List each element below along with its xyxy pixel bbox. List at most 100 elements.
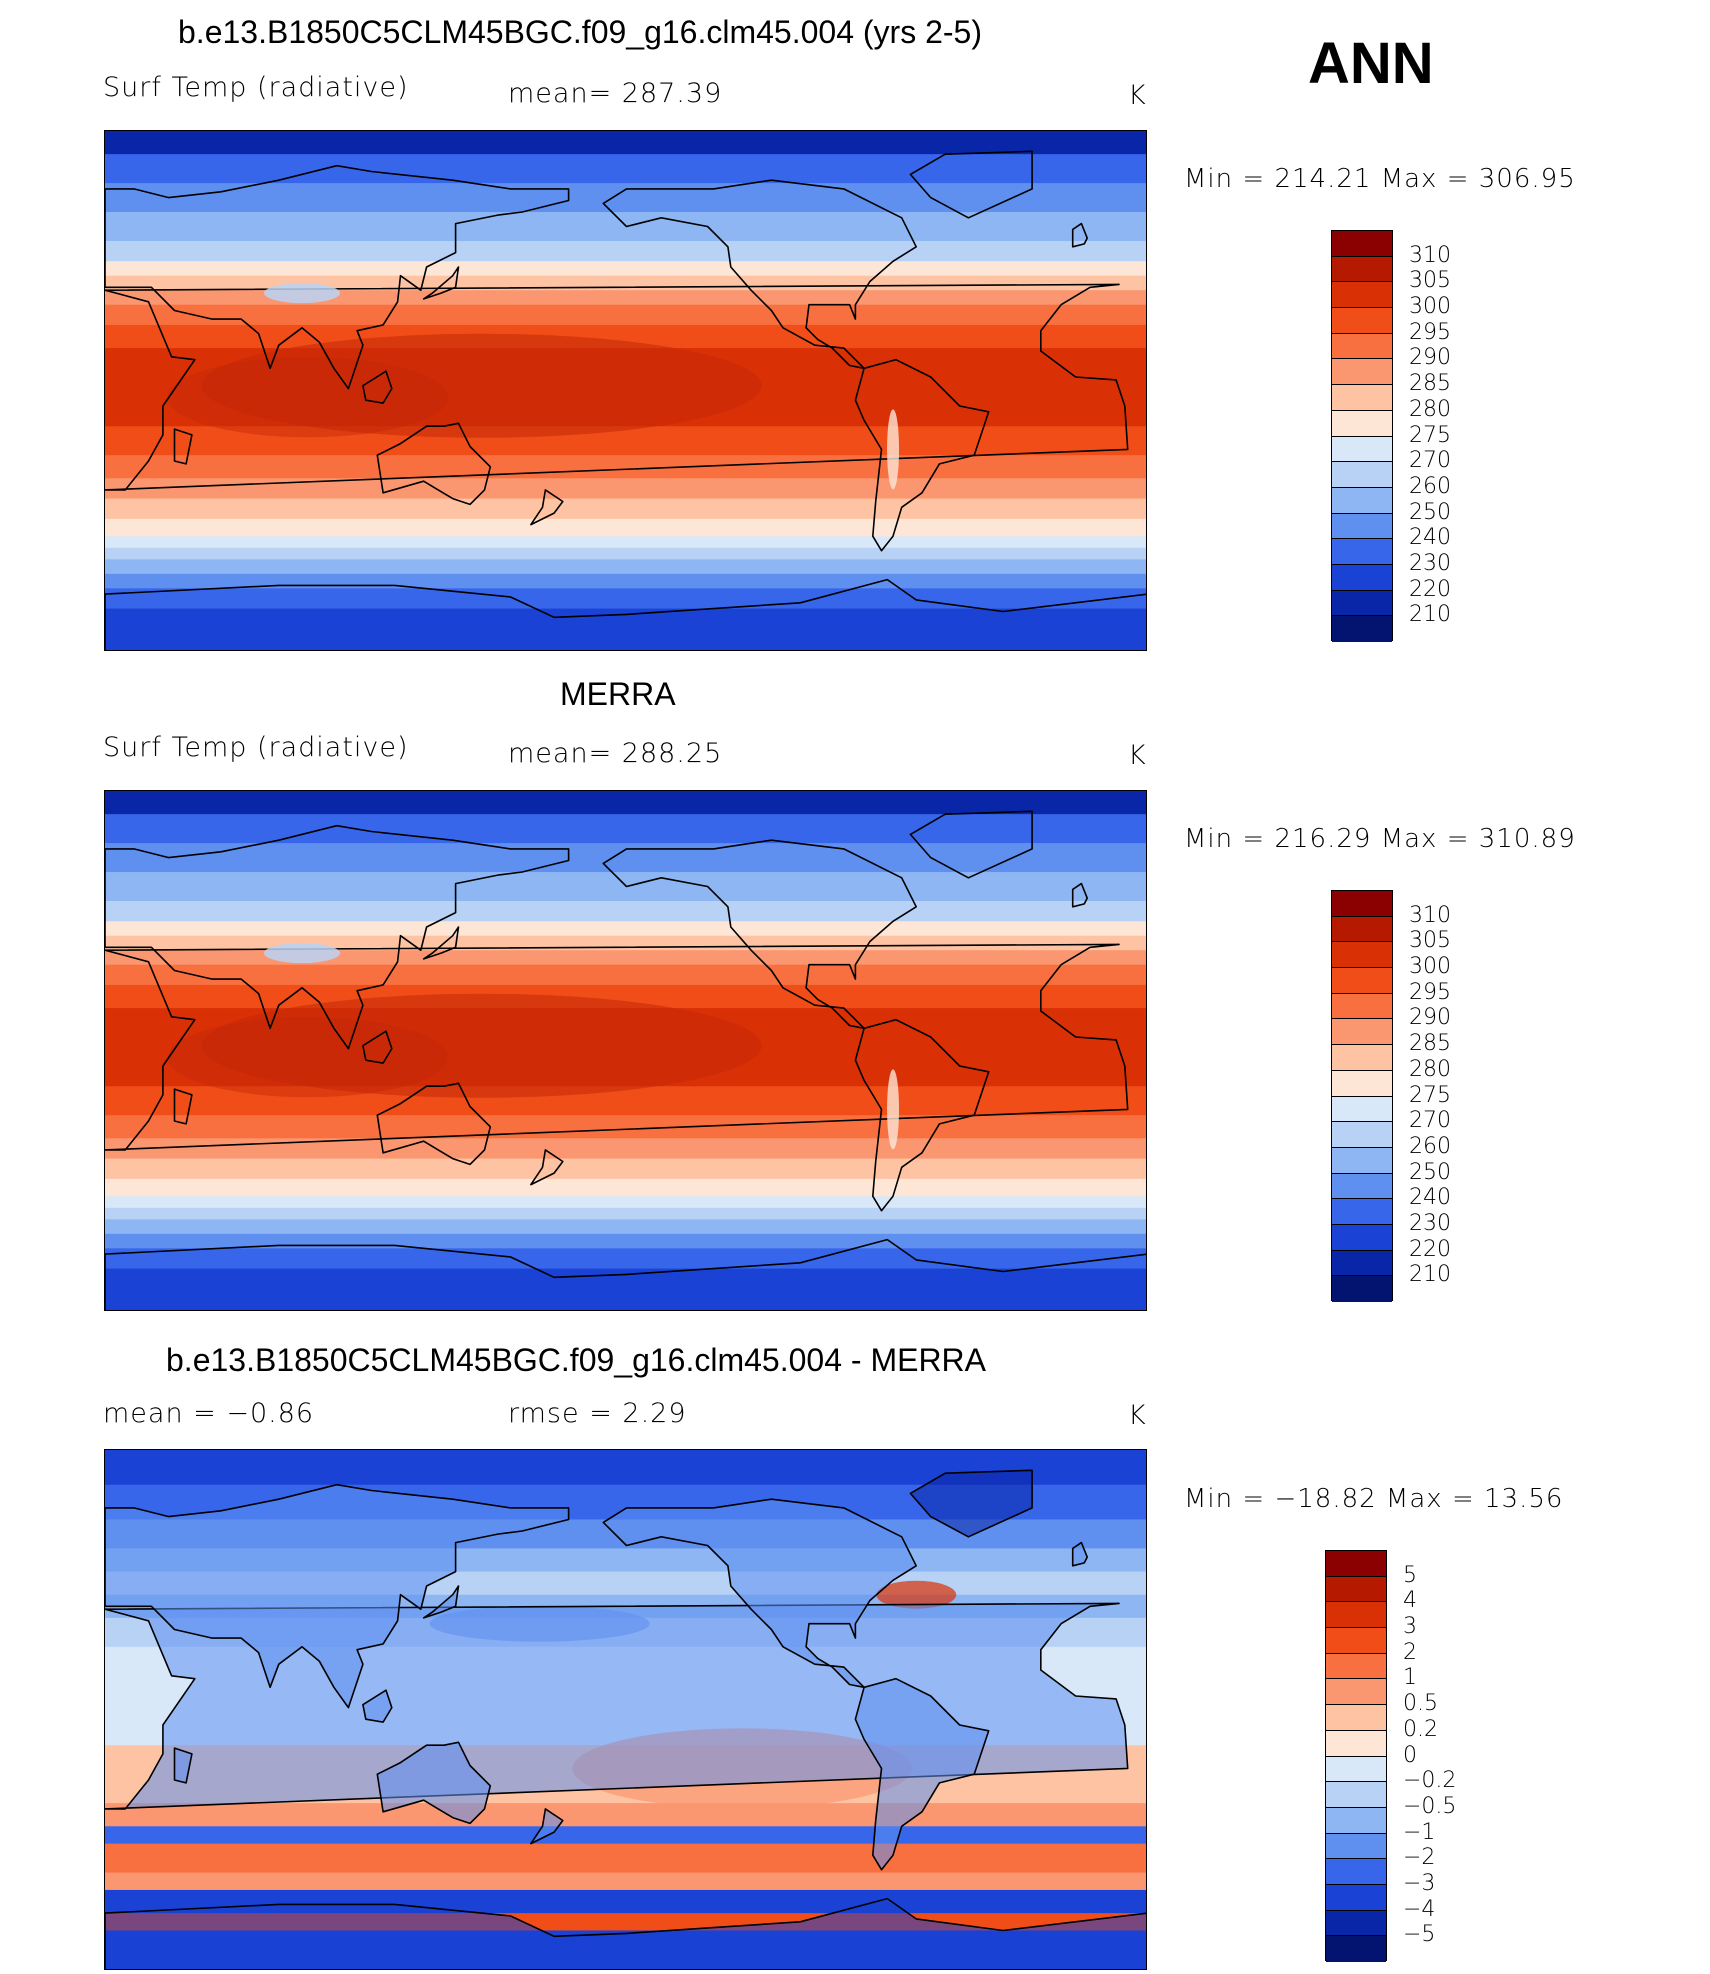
colorbar-swatch xyxy=(1326,1936,1386,1962)
colorbar-swatch xyxy=(1332,564,1392,591)
panel-2-title: MERRA xyxy=(560,676,676,712)
colorbar-swatch xyxy=(1326,1551,1386,1577)
colorbar-tick-label: 230 xyxy=(1409,550,1451,576)
coastline-samerica xyxy=(854,358,990,552)
colorbar-tick-label: 4 xyxy=(1403,1588,1417,1614)
map-contour-band xyxy=(105,872,1146,902)
coastline-antarctica xyxy=(105,578,1146,650)
colorbar-swatch xyxy=(1332,1122,1392,1148)
map-contour-band xyxy=(105,814,1146,844)
colorbar-tick-label: 310 xyxy=(1409,902,1451,928)
map-contour-band xyxy=(105,1207,1146,1220)
colorbar-swatch xyxy=(1332,1096,1392,1123)
map-contour-band xyxy=(105,921,1146,937)
coastline-madagascar xyxy=(173,428,193,465)
map-contour-band xyxy=(105,588,1146,610)
coastline-greenland xyxy=(909,150,1033,219)
panel-3-units: K xyxy=(1128,1400,1147,1431)
colorbar-swatch xyxy=(1326,1628,1386,1654)
colorbar-tick-label: 3 xyxy=(1403,1614,1417,1640)
colorbar-swatch xyxy=(1326,1679,1386,1706)
colorbar-swatch xyxy=(1326,1705,1386,1731)
map-contour-band xyxy=(105,478,1146,500)
coastline-uk xyxy=(1071,222,1089,248)
map-contour-band xyxy=(105,1086,1146,1116)
colorbar-tick-label: 0.5 xyxy=(1403,1691,1438,1717)
colorbar-swatch xyxy=(1326,1602,1386,1629)
colorbar-swatch xyxy=(1332,993,1392,1020)
colorbar-swatch xyxy=(1332,282,1392,309)
coastline-japan xyxy=(422,1585,460,1619)
panel-1-variable-label: Surf Temp (radiative) xyxy=(103,72,409,103)
panel-3-mean-label: mean = −0.86 xyxy=(103,1398,315,1429)
map-contour-band xyxy=(105,1178,1146,1197)
colorbar-swatch xyxy=(1332,462,1392,488)
coastline-antarctica xyxy=(105,1238,1146,1310)
colorbar-tick-label: 220 xyxy=(1409,576,1451,602)
panel-1-mean-label: mean= 287.39 xyxy=(508,78,723,109)
colorbar-tick-label: −2 xyxy=(1403,1845,1436,1871)
panel-1-colorbar xyxy=(1331,230,1393,642)
colorbar-swatch xyxy=(1332,513,1392,540)
panel-1-map xyxy=(104,130,1147,651)
colorbar-tick-label: 310 xyxy=(1409,242,1451,268)
map-contour-band xyxy=(105,900,1146,922)
panel-2-map xyxy=(104,790,1147,1311)
tibet-plateau xyxy=(264,283,341,304)
map-contour-band xyxy=(105,547,1146,560)
map-contour-band xyxy=(105,1248,1146,1270)
season-label: ANN xyxy=(1308,31,1434,96)
colorbar-swatch xyxy=(1332,1147,1392,1174)
colorbar-swatch xyxy=(1332,1250,1392,1277)
map-contour-band xyxy=(105,1872,1146,1891)
colorbar-tick-label: 305 xyxy=(1409,268,1451,294)
colorbar-swatch xyxy=(1332,359,1392,386)
colorbar-swatch xyxy=(1332,1019,1392,1046)
colorbar-swatch xyxy=(1326,1833,1386,1860)
map-contour-band xyxy=(105,426,1146,456)
coastline-nz xyxy=(530,489,564,526)
map-contour-band xyxy=(105,455,1146,479)
panel-2-minmax: Min = 216.29 Max = 310.89 xyxy=(1184,824,1576,854)
map-contour-band xyxy=(105,843,1146,873)
colorbar-swatch xyxy=(1332,1199,1392,1225)
map-contour-band xyxy=(105,498,1146,520)
map-contour-band xyxy=(105,290,1146,306)
colorbar-swatch xyxy=(1326,1782,1386,1808)
colorbar-tick-label: 5 xyxy=(1403,1562,1417,1588)
panel-3-minmax: Min = −18.82 Max = 13.56 xyxy=(1184,1484,1564,1514)
warm-pool xyxy=(167,1017,448,1098)
coastline-uk xyxy=(1071,1541,1089,1567)
map-contour-band xyxy=(105,1158,1146,1180)
warm-pool xyxy=(201,993,762,1098)
map-contour-band xyxy=(105,1803,1146,1827)
coastline-nz xyxy=(530,1808,564,1845)
coastline-borneo xyxy=(362,370,393,404)
colorbar-tick-label: 300 xyxy=(1409,954,1451,980)
colorbar-swatch xyxy=(1332,1276,1392,1302)
coastline-africa xyxy=(105,1602,1129,1810)
coastline-australia xyxy=(376,1082,492,1166)
colorbar-swatch xyxy=(1332,231,1392,257)
colorbar-tick-label: 285 xyxy=(1409,371,1451,397)
panel-2-units: K xyxy=(1128,740,1147,771)
coastline-eurasia xyxy=(105,824,570,1050)
andes-ridge xyxy=(887,1069,900,1150)
map-contour-band xyxy=(105,131,1146,155)
panel-3-colorbar xyxy=(1325,1550,1387,1962)
colorbar-swatch xyxy=(1332,333,1392,360)
coastline-namerica xyxy=(602,839,918,1030)
colorbar-swatch xyxy=(1332,616,1392,642)
colorbar-tick-label: 0.2 xyxy=(1403,1716,1438,1742)
colorbar-swatch xyxy=(1326,1910,1386,1937)
colorbar-tick-label: −1 xyxy=(1403,1819,1436,1845)
coastline-nz xyxy=(530,1149,564,1186)
map-contour-band xyxy=(105,304,1146,326)
map-contour-band xyxy=(105,261,1146,277)
colorbar-swatch xyxy=(1332,385,1392,411)
panel-2-colorbar xyxy=(1331,890,1393,1302)
colorbar-tick-label: 285 xyxy=(1409,1031,1451,1057)
colorbar-swatch xyxy=(1332,590,1392,617)
coastline-samerica xyxy=(854,1677,990,1871)
panel-2-mean-label: mean= 288.25 xyxy=(508,738,723,769)
